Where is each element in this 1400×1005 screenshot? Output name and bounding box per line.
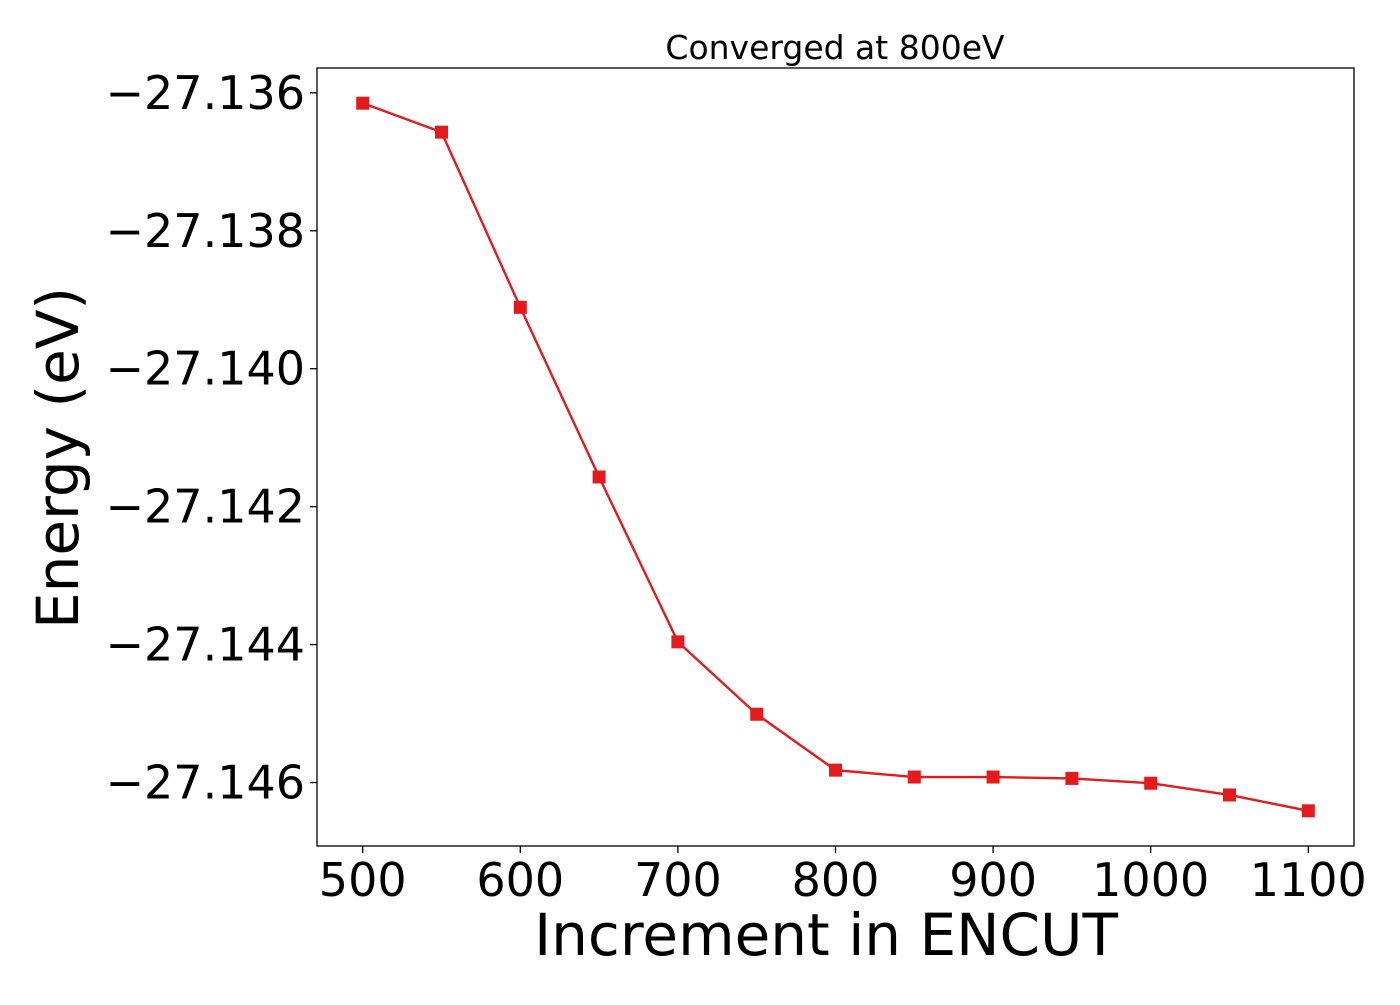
y-tick-label: −27.144: [106, 618, 306, 672]
y-tick-label: −27.138: [106, 204, 306, 258]
y-tick-label: −27.136: [106, 66, 306, 120]
chart-title: Converged at 800eV: [665, 28, 1005, 67]
x-tick-label: 600: [476, 853, 564, 907]
y-tick-label: −27.142: [106, 480, 306, 534]
x-tick-label: 900: [949, 853, 1037, 907]
data-point-marker: [1301, 804, 1315, 818]
data-point-marker: [1065, 771, 1079, 785]
data-point-marker: [907, 770, 921, 784]
x-tick-label: 1000: [1092, 853, 1209, 907]
data-point-marker: [1144, 776, 1158, 790]
x-axis-label: Increment in ENCUT: [534, 901, 1118, 969]
x-tick-label: 1100: [1250, 853, 1367, 907]
data-point-marker: [435, 125, 449, 139]
data-point-marker: [1222, 788, 1236, 802]
series-layer: [356, 96, 1315, 818]
data-point-marker: [592, 470, 606, 484]
y-tick-label: −27.146: [106, 756, 306, 810]
data-point-marker: [356, 96, 370, 110]
data-point-marker: [750, 707, 764, 721]
series-line: [362, 102, 1309, 812]
data-point-marker: [829, 763, 842, 777]
data-point-marker: [513, 300, 527, 314]
x-tick-label: 800: [792, 853, 880, 907]
axis-ticks: 500 600 700 800 900 1000 1100 −27.136 −27.138 −27…: [106, 66, 1367, 907]
x-tick-label: 500: [319, 853, 407, 907]
plot-frame: [316, 67, 1355, 847]
y-axis-label: Energy (eV): [24, 287, 92, 629]
data-point-marker: [671, 635, 685, 649]
y-tick-label: −27.140: [106, 342, 306, 396]
data-point-marker: [986, 770, 1000, 784]
x-tick-label: 700: [634, 853, 722, 907]
